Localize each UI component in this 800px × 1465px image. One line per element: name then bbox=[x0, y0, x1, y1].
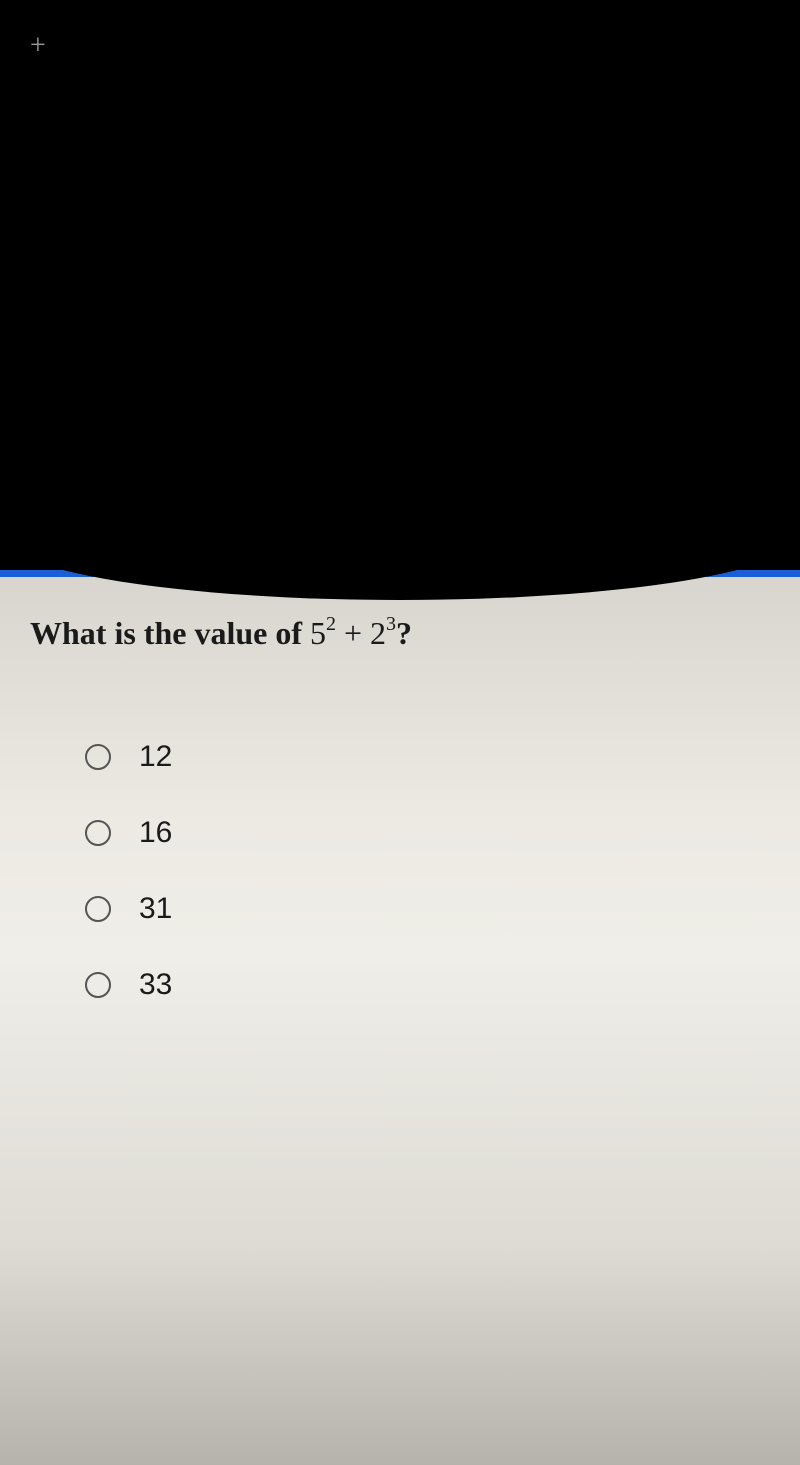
base-1: 5 bbox=[310, 615, 326, 651]
option-row[interactable]: 31 bbox=[85, 892, 172, 926]
question-prefix: What is the value of bbox=[30, 615, 310, 651]
radio-button[interactable] bbox=[85, 744, 111, 770]
option-label: 12 bbox=[139, 740, 172, 774]
exponent-1: 2 bbox=[326, 613, 336, 635]
question-prompt: What is the value of 52 + 23? bbox=[30, 615, 412, 651]
exponent-2: 3 bbox=[386, 613, 396, 635]
operator: + bbox=[336, 615, 370, 651]
option-row[interactable]: 16 bbox=[85, 816, 172, 850]
question-suffix: ? bbox=[396, 615, 412, 651]
options-list: 12 16 31 33 bbox=[85, 740, 172, 1044]
radio-button[interactable] bbox=[85, 820, 111, 846]
option-row[interactable]: 12 bbox=[85, 740, 172, 774]
radio-button[interactable] bbox=[85, 896, 111, 922]
redacted-region-curve bbox=[0, 535, 800, 600]
math-expression: 52 + 23 bbox=[310, 615, 396, 651]
question-container: What is the value of 52 + 23? bbox=[30, 615, 770, 652]
redacted-region bbox=[0, 0, 800, 570]
option-label: 16 bbox=[139, 816, 172, 850]
base-2: 2 bbox=[370, 615, 386, 651]
plus-icon: + bbox=[30, 30, 46, 62]
radio-button[interactable] bbox=[85, 972, 111, 998]
option-label: 31 bbox=[139, 892, 172, 926]
option-label: 33 bbox=[139, 968, 172, 1002]
option-row[interactable]: 33 bbox=[85, 968, 172, 1002]
